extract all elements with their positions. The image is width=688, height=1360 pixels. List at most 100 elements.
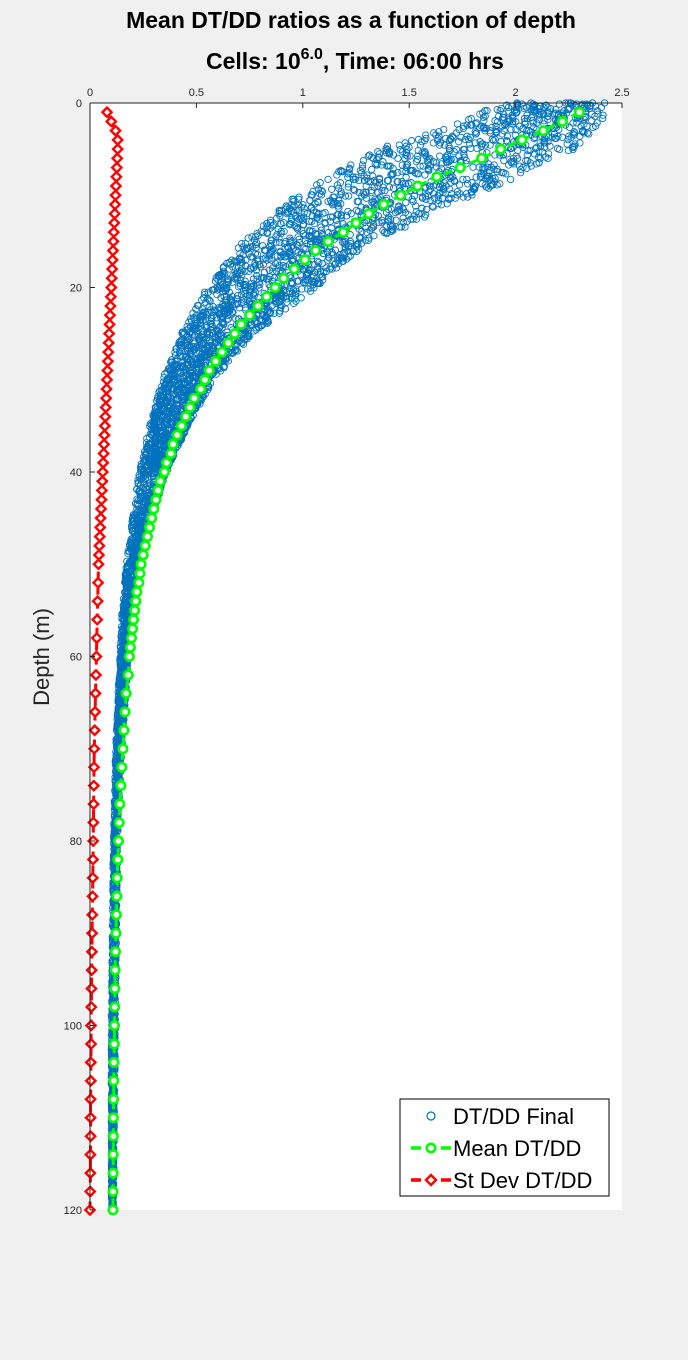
- scatter-point: [209, 286, 217, 294]
- scatter-point: [527, 162, 535, 170]
- scatter-point: [144, 482, 152, 490]
- mean-marker: [117, 743, 129, 755]
- mean-marker: [126, 632, 138, 644]
- scatter-point: [370, 232, 378, 240]
- scatter-point: [306, 241, 315, 249]
- chart-title-line2: Cells: 106.0, Time: 06:00 hrs: [206, 46, 504, 74]
- scatter-point: [275, 309, 283, 317]
- scatter-point: [324, 256, 332, 264]
- scatter-point: [282, 295, 291, 303]
- scatter-point: [337, 200, 345, 208]
- scatter-point: [479, 165, 487, 174]
- scatter-point: [522, 156, 530, 165]
- mean-marker: [131, 586, 143, 598]
- x-tick-label: 0.5: [189, 87, 204, 99]
- scatter-point: [355, 176, 363, 185]
- scatter-point: [255, 284, 263, 292]
- scatter-point: [245, 267, 253, 275]
- scatter-point: [420, 213, 429, 221]
- scatter-point: [403, 160, 412, 168]
- scatter-point: [252, 244, 260, 252]
- scatter-point: [524, 146, 532, 155]
- scatter-point: [481, 107, 489, 115]
- scatter-point: [276, 266, 284, 274]
- scatter-point: [482, 124, 491, 133]
- scatter-point: [583, 129, 592, 137]
- mean-marker: [299, 254, 311, 266]
- scatter-point: [345, 165, 354, 174]
- scatter-point: [391, 208, 400, 217]
- scatter-point: [402, 167, 410, 176]
- scatter-point: [288, 237, 296, 246]
- scatter-point: [333, 171, 341, 179]
- legend-label: DT/DD Final: [453, 1104, 574, 1129]
- scatter-point: [224, 315, 233, 323]
- mean-marker: [114, 798, 126, 810]
- scatter-point: [260, 246, 269, 254]
- scatter-point: [223, 275, 232, 283]
- scatter-point: [580, 115, 588, 124]
- scatter-point: [207, 322, 215, 331]
- mean-marker: [134, 567, 146, 579]
- scatter-point: [160, 384, 168, 393]
- scatter-point: [194, 343, 203, 352]
- scatter-point: [425, 182, 434, 190]
- scatter-point: [401, 223, 409, 231]
- mean-marker: [165, 448, 177, 460]
- scatter-point: [443, 200, 451, 208]
- mean-marker: [395, 189, 407, 201]
- scatter-point: [445, 195, 453, 203]
- scatter-point: [375, 179, 384, 187]
- mean-marker: [184, 401, 196, 413]
- scatter-point: [421, 149, 429, 157]
- mean-marker: [222, 337, 234, 349]
- scatter-point: [299, 201, 307, 209]
- scatter-point: [224, 357, 233, 365]
- scatter-point: [523, 151, 532, 159]
- scatter-point: [429, 158, 437, 166]
- scatter-point: [233, 291, 242, 300]
- scatter-point: [476, 173, 485, 181]
- x-tick-label: 1: [300, 87, 306, 99]
- scatter-point: [489, 136, 498, 145]
- scatter-point: [544, 138, 552, 146]
- y-tick-label: 40: [70, 467, 82, 479]
- mean-marker: [127, 623, 139, 635]
- scatter-point: [491, 151, 499, 159]
- scatter-point: [472, 129, 481, 137]
- scatter-point: [378, 186, 386, 195]
- scatter-point: [307, 191, 315, 199]
- scatter-point: [535, 111, 543, 119]
- mean-marker: [142, 531, 154, 543]
- scatter-point: [459, 193, 467, 201]
- scatter-point: [395, 141, 403, 149]
- mean-marker: [556, 116, 568, 128]
- legend-swatch: [425, 1142, 437, 1154]
- scatter-point: [306, 237, 315, 246]
- scatter-point: [560, 107, 568, 115]
- mean-marker: [110, 927, 122, 939]
- scatter-point: [219, 287, 227, 295]
- scatter-point: [345, 169, 353, 177]
- mean-marker: [107, 1204, 119, 1216]
- scatter-point: [334, 221, 342, 229]
- scatter-point: [317, 226, 326, 234]
- scatter-point: [481, 164, 489, 172]
- scatter-point: [383, 229, 391, 238]
- scatter-point: [459, 124, 467, 133]
- scatter-point: [206, 297, 214, 305]
- scatter-point: [279, 251, 287, 259]
- scatter-point: [350, 186, 359, 195]
- scatter-point: [375, 153, 383, 161]
- scatter-point: [236, 249, 244, 258]
- scatter-point: [459, 175, 467, 184]
- mean-marker: [110, 946, 122, 958]
- scatter-point: [508, 120, 517, 128]
- scatter-point: [373, 161, 381, 169]
- scatter-point: [555, 100, 563, 108]
- scatter-point: [498, 122, 506, 130]
- scatter-point: [310, 220, 319, 228]
- scatter-point: [440, 125, 448, 134]
- mean-marker: [108, 1038, 120, 1050]
